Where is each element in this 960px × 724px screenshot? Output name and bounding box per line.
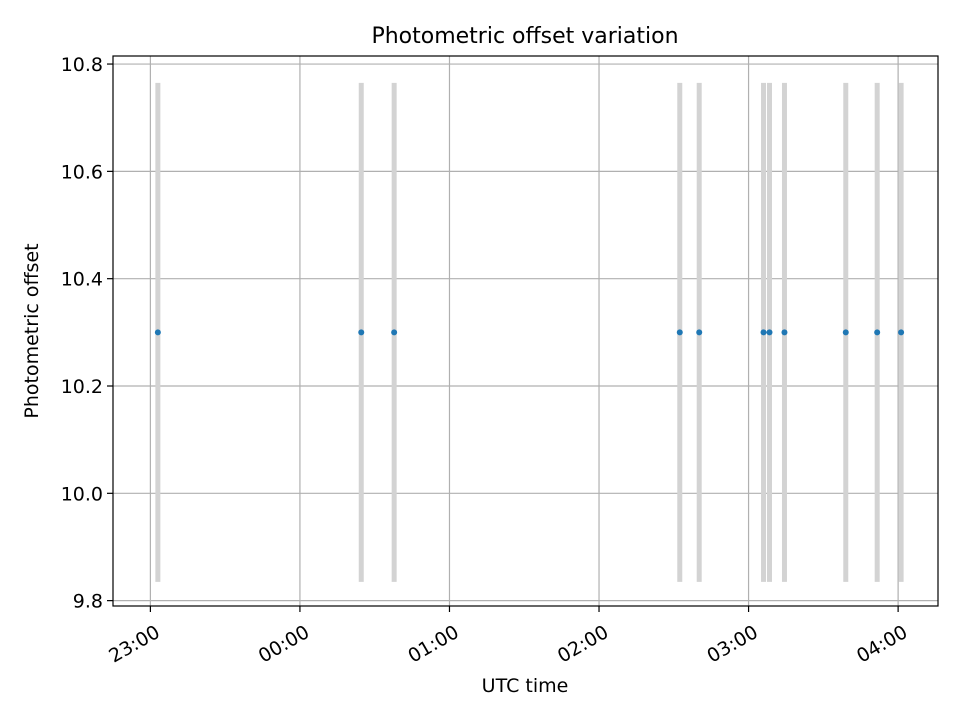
data-point [760, 329, 767, 336]
data-point [696, 329, 703, 336]
data-point [154, 329, 161, 336]
plot-frame [112, 55, 939, 607]
y-tick-label: 10.8 [61, 54, 103, 76]
data-point-layer [154, 329, 905, 336]
y-tick-label: 10.2 [61, 376, 103, 398]
grid-lines [113, 56, 938, 606]
y-axis-label: Photometric offset [21, 243, 43, 418]
data-point [391, 329, 398, 336]
y-tick-label: 10.0 [61, 483, 103, 505]
data-point [358, 329, 365, 336]
data-point [842, 329, 849, 336]
data-point [874, 329, 881, 336]
y-tick-label: 10.6 [61, 161, 103, 183]
chart-title: Photometric offset variation [371, 24, 678, 49]
x-axis-label: UTC time [482, 675, 569, 697]
data-point [898, 329, 905, 336]
y-tick-label: 10.4 [61, 269, 103, 291]
data-point [781, 329, 788, 336]
y-tick-label: 9.8 [73, 591, 103, 613]
y-axis-ticks: 9.8 10.0 10.2 10.4 10.6 10.8 [61, 54, 113, 613]
data-point [676, 329, 683, 336]
data-point [766, 329, 773, 336]
